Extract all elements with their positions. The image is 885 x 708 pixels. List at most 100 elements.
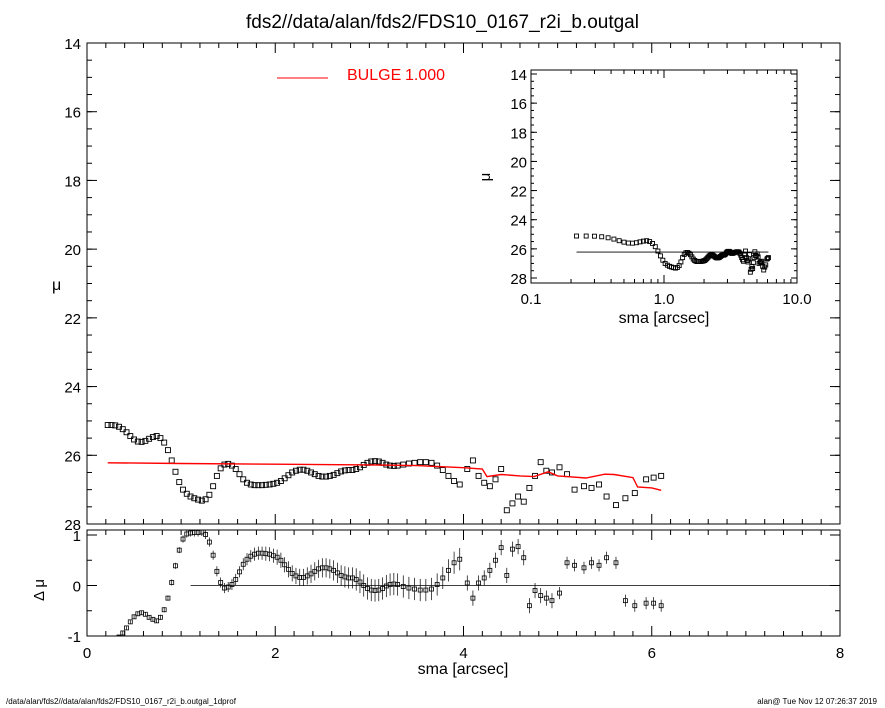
main-data-point: [244, 479, 250, 486]
main-data-point: [445, 472, 452, 479]
residual-data-point: [440, 575, 446, 581]
main-data-point: [206, 491, 213, 498]
main-y-tick-label: 18: [64, 173, 81, 190]
main-data-point: [221, 461, 228, 468]
main-data-point: [217, 465, 224, 472]
main-data-point: [266, 481, 273, 488]
main-data-point: [341, 467, 348, 474]
residual-data-point: [604, 555, 609, 561]
inset-y-tick-label: 14: [510, 67, 527, 84]
residual-data-point: [214, 568, 220, 574]
residual-data-point: [357, 579, 363, 585]
residual-data-point: [543, 595, 549, 601]
residual-data-point: [613, 560, 619, 566]
main-data-point: [319, 473, 326, 480]
residual-data-point: [286, 566, 291, 572]
inset-data-point: [640, 238, 646, 244]
main-y-axis-label: μ: [52, 277, 61, 294]
plot-title: fds2//data/alan/fds2/FDS10_0167_r2i_b.ou…: [246, 12, 639, 33]
main-data-point: [134, 438, 141, 445]
residual-data-point: [493, 557, 498, 563]
main-data-point: [345, 467, 352, 474]
residual-y-axis-label: Δ μ: [31, 579, 48, 601]
main-y-tick-label: 28: [64, 517, 81, 534]
residual-data-point: [282, 562, 288, 568]
main-data-point: [326, 472, 333, 479]
residual-data-point: [557, 590, 562, 596]
main-data-point: [330, 471, 337, 478]
main-data-point: [475, 472, 482, 479]
main-data-point: [293, 467, 299, 474]
inset-data-point: [765, 255, 771, 261]
main-data-point: [498, 466, 505, 472]
main-data-point: [236, 471, 243, 478]
main-data-point: [308, 469, 314, 476]
main-data-point: [526, 484, 533, 491]
main-data-point: [556, 464, 563, 471]
residual-data-point: [353, 577, 359, 582]
residual-data-point: [521, 555, 527, 561]
residual-data-point: [124, 625, 129, 631]
main-data-point: [411, 459, 418, 466]
residual-data-point: [244, 556, 250, 562]
main-data-point: [622, 495, 629, 502]
main-data-point: [119, 426, 126, 433]
main-y-tick-label: 24: [64, 380, 81, 397]
main-data-point: [161, 439, 168, 446]
residual-data-point: [589, 560, 594, 566]
main-data-point: [112, 422, 119, 429]
main-data-point: [232, 466, 239, 472]
inset-data-point: [605, 235, 611, 241]
residual-data-point: [549, 598, 555, 604]
main-data-point: [588, 484, 595, 491]
main-data-point: [180, 486, 186, 493]
inset-data-point: [750, 260, 756, 266]
inset-data-point: [650, 241, 655, 246]
residual-data-point: [446, 567, 451, 573]
residual-data-point: [334, 570, 340, 576]
residual-data-point: [312, 568, 318, 574]
residual-data-point: [429, 586, 434, 592]
main-data-point: [603, 493, 610, 500]
inset-data-point: [592, 233, 597, 239]
residual-data-point: [532, 588, 538, 593]
residual-data-point: [274, 554, 280, 560]
main-data-point: [451, 478, 458, 485]
residual-data-point: [176, 547, 182, 553]
inset-data-point: [637, 239, 643, 245]
main-data-point: [631, 490, 638, 497]
residual-data-point: [526, 603, 532, 609]
residual-data-point: [120, 630, 126, 636]
main-data-point: [157, 435, 164, 442]
residual-data-point: [451, 560, 457, 566]
inset-y-tick-label: 24: [510, 213, 527, 230]
inset-data-point: [748, 266, 754, 272]
main-data-point: [127, 433, 134, 439]
residual-data-point: [417, 587, 423, 593]
main-data-point: [191, 495, 198, 502]
inset-y-tick-label: 26: [510, 242, 527, 259]
main-data-point: [334, 470, 341, 477]
main-data-point: [187, 493, 194, 500]
main-data-point: [439, 467, 446, 474]
residual-data-point: [106, 639, 110, 643]
footer-file-path: /data/alan/fds2//data/alan/fds2/FDS10_01…: [6, 697, 236, 706]
main-data-point: [509, 500, 516, 507]
main-data-point: [164, 447, 171, 454]
residual-data-point: [165, 595, 171, 601]
inset-data-point: [652, 244, 658, 250]
residual-x-tick-label: 4: [459, 645, 467, 662]
inset-data-point: [611, 236, 617, 242]
main-data-point: [464, 466, 471, 472]
residual-x-axis-label: sma [arcsec]: [418, 661, 509, 678]
residual-x-tick-label: 2: [271, 645, 279, 662]
bulge-model-line: [107, 462, 662, 491]
main-data-point: [274, 479, 281, 486]
main-y-tick-label: 22: [64, 311, 81, 328]
main-data-point: [581, 483, 587, 490]
inset-y-tick-label: 20: [510, 154, 527, 171]
inset-y-axis-label: μ: [477, 173, 494, 182]
main-data-point: [469, 457, 476, 464]
main-data-point: [503, 507, 510, 514]
main-data-point: [428, 459, 435, 466]
